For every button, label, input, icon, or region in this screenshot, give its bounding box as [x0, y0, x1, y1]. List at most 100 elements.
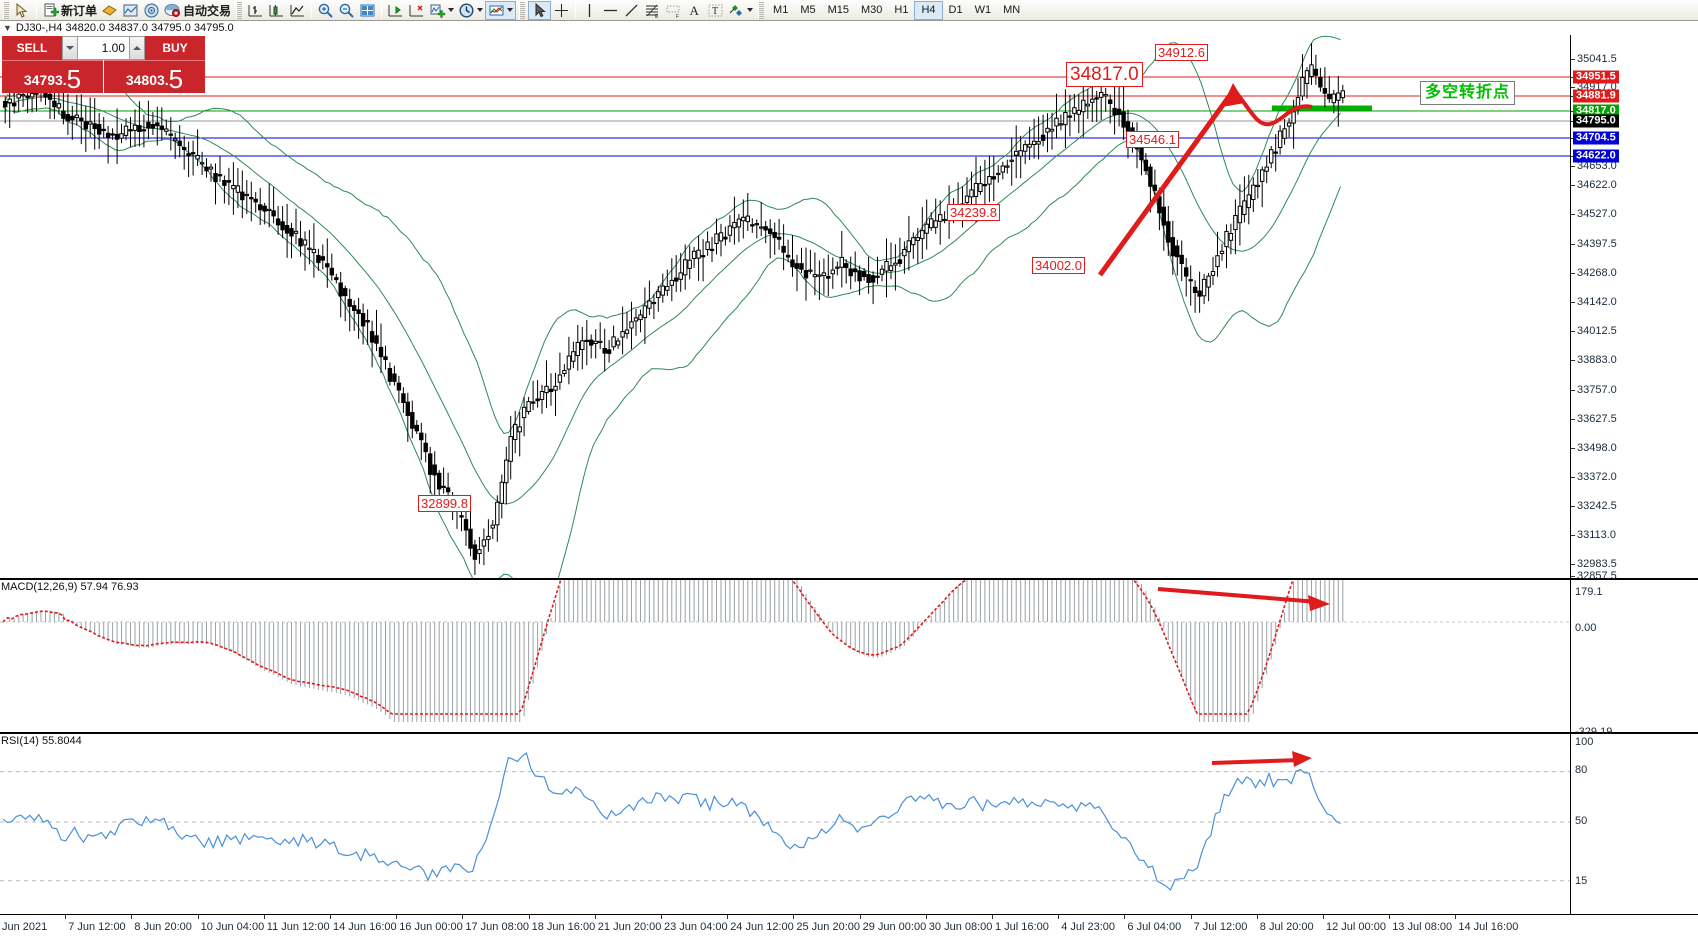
time-axis-tick: 13 Jul 08:00: [1392, 921, 1453, 933]
timeframe-label: H4: [921, 4, 936, 16]
tile-windows-icon[interactable]: [357, 1, 378, 20]
rsi-axis-tick: 50: [1575, 815, 1588, 827]
price-annotation[interactable]: 多空转折点: [1420, 81, 1516, 105]
trendline-icon[interactable]: [621, 1, 642, 20]
timeframe-m1[interactable]: M1: [767, 1, 794, 20]
price-annotation[interactable]: 34239.8: [947, 204, 1000, 221]
time-axis-tick: 7 Jun 12:00: [68, 921, 126, 933]
symbol-ohlc-text: DJ30-,H4 34820.0 34837.0 34795.0 34795.0: [15, 22, 234, 34]
zoom-in-icon[interactable]: [315, 1, 336, 20]
sell-button[interactable]: SELL: [2, 36, 62, 60]
time-axis-tick: 8 Jul 20:00: [1259, 921, 1314, 933]
toolbar-grip-2[interactable]: [236, 1, 243, 19]
volume-increment-button[interactable]: [129, 36, 145, 60]
price-annotation[interactable]: 34546.1: [1126, 131, 1179, 148]
volume-stepper[interactable]: 1.00: [62, 36, 145, 60]
pointer-icon[interactable]: [528, 0, 552, 20]
chevron-up-icon-vol: [133, 46, 141, 50]
price-axis-tick: 34142.0: [1571, 296, 1617, 308]
toolbar-grip-3[interactable]: [519, 1, 526, 19]
sell-price-display[interactable]: 34793 . 5: [2, 60, 103, 93]
main-toolbar: 新订单 自动交易: [0, 0, 1698, 21]
price-annotation[interactable]: 34912.6: [1155, 44, 1208, 61]
time-axis-tickmark: [65, 915, 67, 919]
text-icon[interactable]: T: [705, 1, 726, 20]
time-axis-tickmark: [1455, 915, 1457, 919]
time-axis-tickmark: [1256, 915, 1258, 919]
timeframe-m30[interactable]: M30: [855, 1, 888, 20]
time-axis-tick: 11 Jun 12:00: [266, 921, 330, 933]
chevron-down-icon-2[interactable]: [477, 8, 484, 12]
volume-input[interactable]: 1.00: [78, 36, 129, 60]
horizontal-line-icon[interactable]: [600, 1, 621, 20]
time-axis-tickmark: [859, 915, 861, 919]
timeframe-m15[interactable]: M15: [822, 1, 855, 20]
macd-pane[interactable]: [0, 522, 1570, 732]
price-chart-pane[interactable]: [0, 35, 1570, 603]
one-click-trading-panel[interactable]: SELL 1.00 BUY 34793 . 5 34803 . 5: [2, 36, 205, 93]
sell-price-fraction: 5: [66, 64, 82, 94]
chevron-down-icon-3[interactable]: [507, 8, 514, 12]
symbol-marker-icon: ▼: [3, 23, 12, 33]
pane-separator-1: [0, 578, 1698, 579]
price-axis-tick: 32983.5: [1571, 558, 1617, 570]
timeframe-d1[interactable]: D1: [943, 1, 969, 20]
period-icon[interactable]: [456, 1, 485, 20]
svg-text:A: A: [690, 3, 700, 18]
price-axis-tick: 33757.0: [1571, 384, 1617, 396]
price-tag-chip: 34951.5: [1573, 70, 1619, 84]
toolbar-grip[interactable]: [3, 1, 9, 19]
signals-icon[interactable]: [141, 1, 162, 20]
zoom-out-icon[interactable]: [336, 1, 357, 20]
price-axis[interactable]: 35041.534951.534917.034881.934817.034795…: [1570, 35, 1698, 582]
crosshair-icon[interactable]: [551, 1, 572, 20]
toolbar-grip-4[interactable]: [758, 1, 765, 19]
price-annotation[interactable]: 34002.0: [1032, 257, 1085, 274]
time-axis[interactable]: Jun 2021 7 Jun 12:00 8 Jun 20:00 10 Jun 04:…: [0, 914, 1698, 941]
chart-shift-icon[interactable]: [406, 1, 427, 20]
sell-price-integer: 34793: [23, 72, 63, 88]
templates-icon[interactable]: [485, 0, 517, 20]
shapes-icon[interactable]: [726, 1, 755, 20]
price-tag-chip: 34881.9: [1573, 89, 1619, 103]
price-axis-tick: 33372.0: [1571, 471, 1617, 483]
svg-text:F: F: [676, 14, 679, 19]
time-axis-tickmark: [793, 915, 795, 919]
scroll-end-icon[interactable]: [385, 1, 406, 20]
timeframe-h1[interactable]: H1: [888, 1, 914, 20]
timeframe-h4[interactable]: H4: [914, 0, 943, 20]
timeframe-w1[interactable]: W1: [969, 1, 998, 20]
volume-decrement-button[interactable]: [62, 36, 78, 60]
rsi-pane[interactable]: [0, 734, 1570, 914]
vertical-line-icon[interactable]: [579, 1, 600, 20]
text-label-icon[interactable]: A: [684, 1, 705, 20]
buy-price-display[interactable]: 34803 . 5: [104, 60, 205, 93]
chevron-down-icon[interactable]: [448, 8, 455, 12]
trade-panel-divider: [103, 60, 104, 93]
timeframe-m5[interactable]: M5: [794, 1, 821, 20]
line-chart-icon[interactable]: [287, 1, 308, 20]
channel-icon[interactable]: F: [663, 1, 684, 20]
timeframe-label: M15: [827, 4, 849, 16]
price-annotation[interactable]: 32899.8: [418, 495, 471, 512]
time-axis-tick: 21 Jun 20:00: [597, 921, 662, 933]
price-annotation[interactable]: 34817.0: [1066, 62, 1143, 87]
auto-trading-button[interactable]: 自动交易: [162, 1, 233, 20]
expert-advisor-icon[interactable]: [99, 1, 120, 20]
fibonacci-icon[interactable]: E: [642, 1, 663, 20]
price-axis-tick: 34527.0: [1571, 208, 1617, 220]
bar-chart-icon[interactable]: [245, 1, 266, 20]
pane-separator-2b: [0, 733, 1698, 734]
indicators-icon[interactable]: [427, 1, 456, 20]
rsi-label: RSI(14) 55.8044: [1, 735, 82, 747]
cursor-arrow-icon[interactable]: [12, 1, 33, 20]
svg-text:T: T: [712, 6, 718, 17]
toolbar-separator-2: [311, 2, 313, 18]
new-order-button[interactable]: 新订单: [40, 1, 99, 20]
buy-button[interactable]: BUY: [145, 36, 205, 60]
candlestick-chart-icon[interactable]: [266, 1, 287, 20]
data-window-icon[interactable]: [120, 1, 141, 20]
timeframe-mn[interactable]: MN: [997, 1, 1026, 20]
chevron-down-icon-4[interactable]: [747, 8, 754, 12]
